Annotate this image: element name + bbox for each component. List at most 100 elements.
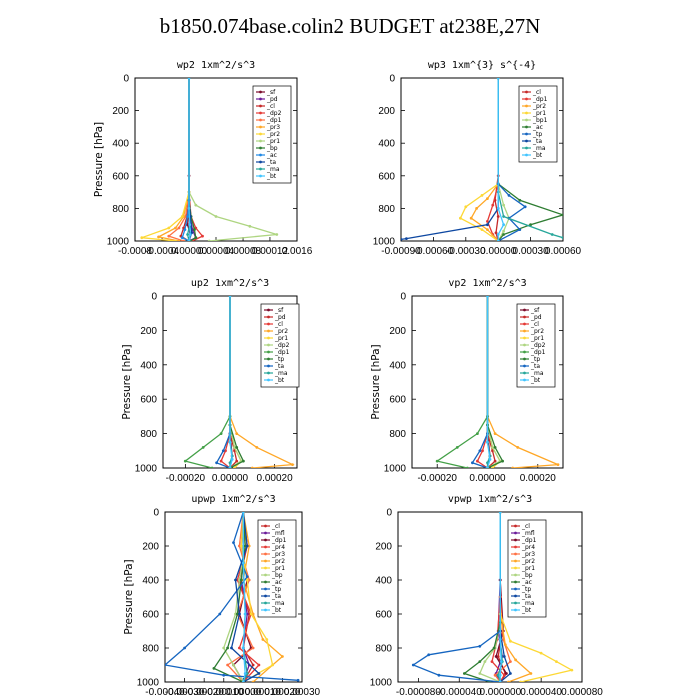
chart-panel-1: wp2 1xm^2/s^3 0 200 400 600 800 1000-0.0008-0.… xyxy=(93,60,313,257)
data-point_pr1 xyxy=(491,466,494,468)
y-tick-label: 1000 xyxy=(137,678,160,689)
legend-label: _pr1 xyxy=(530,335,544,342)
data-point_bt xyxy=(498,673,502,677)
legend-label: _ac xyxy=(266,152,277,159)
y-tick-label: 400 xyxy=(140,360,157,371)
x-tick-label: 0.00004 xyxy=(198,246,235,257)
data-point_tp xyxy=(427,653,431,657)
data-point_tp xyxy=(501,459,504,463)
data-point_ma xyxy=(502,215,505,218)
legend-marker xyxy=(264,524,267,528)
chart-title: vpwp 1xm^2/s^3 xyxy=(448,494,532,505)
legend-label: _cl xyxy=(521,523,530,530)
data-point_bp xyxy=(483,660,487,663)
data-point_pr2 xyxy=(511,466,515,468)
data-point_pr2 xyxy=(507,680,510,682)
legend-marker xyxy=(525,125,528,129)
legend-label: _pr4 xyxy=(271,544,285,551)
y-tick-label: 400 xyxy=(112,139,129,150)
data-point_pr2 xyxy=(235,432,239,435)
data-point_dp1 xyxy=(177,226,181,230)
data-point_ac xyxy=(183,228,187,232)
legend-label: _ta xyxy=(530,363,540,370)
data-point_dp1 xyxy=(505,672,508,675)
x-tick-label: 0.000000 xyxy=(479,687,521,698)
data-point_dp2 xyxy=(233,446,236,449)
legend-label: _ac xyxy=(532,124,543,131)
legend-label: _dp1 xyxy=(532,96,548,103)
x-tick-label: -0.0004 xyxy=(145,246,179,257)
data-point_pr2 xyxy=(529,672,533,675)
legend-marker xyxy=(525,153,528,157)
legend-label: _ma xyxy=(274,370,288,377)
data-point_bp xyxy=(222,646,226,650)
x-tick-label: 0.00020 xyxy=(264,687,301,698)
data-point_bt xyxy=(486,440,489,444)
legend-marker xyxy=(514,531,517,535)
data-point_dp1 xyxy=(491,203,495,207)
legend-label: _ta xyxy=(271,593,281,600)
data-point_tp xyxy=(183,646,187,650)
data-point_tp xyxy=(165,663,167,667)
data-point_ta xyxy=(245,544,249,548)
legend-label: _bp1 xyxy=(532,117,548,124)
data-point_dp1 xyxy=(167,234,171,238)
legend-label: _pd xyxy=(530,314,542,321)
data-point_ac xyxy=(239,578,243,582)
legend-marker xyxy=(523,329,526,333)
series-line_bt xyxy=(486,296,491,468)
legend-marker xyxy=(264,601,267,605)
legend-label: _ta xyxy=(521,593,531,600)
data-point_bt xyxy=(241,646,245,650)
legend-marker xyxy=(259,146,262,150)
data-point_pr3 xyxy=(157,235,161,239)
legend-label: _ma xyxy=(530,370,544,377)
series-group xyxy=(411,512,574,682)
legend-marker xyxy=(264,594,267,598)
data-point_cl xyxy=(224,449,227,453)
legend-marker xyxy=(523,350,526,354)
legend-label: _dp1 xyxy=(530,349,546,356)
legend-marker xyxy=(267,336,270,340)
legend-label: _dp2 xyxy=(266,110,282,117)
data-point_pr2 xyxy=(167,226,171,230)
x-tick-label: -0.00020 xyxy=(166,473,206,484)
legend-marker xyxy=(267,371,270,375)
data-point_bt xyxy=(498,512,502,514)
y-tick-label: 0 xyxy=(153,508,159,519)
x-tick-label: -0.00010 xyxy=(204,687,244,698)
legend-marker xyxy=(523,315,526,319)
x-tick-label: 0.00000 xyxy=(212,473,249,484)
data-point_pr1 xyxy=(539,651,543,655)
data-point_dp1 xyxy=(182,239,185,241)
y-tick-label: 800 xyxy=(112,204,129,215)
x-tick-label: -0.00060 xyxy=(414,246,454,257)
legend-label: _dp2 xyxy=(274,342,290,349)
legend-label: _pr4 xyxy=(521,544,535,551)
data-point_pd xyxy=(235,459,239,463)
data-point_pr3 xyxy=(247,578,251,582)
legend-label: _bt xyxy=(532,152,543,159)
x-tick-label: 0.00000 xyxy=(469,473,506,484)
y-tick-label: 600 xyxy=(389,395,406,406)
legend-marker xyxy=(514,587,517,591)
legend-marker xyxy=(264,531,267,535)
data-point_cl xyxy=(496,215,500,218)
legend-marker xyxy=(514,559,517,563)
legend-label: _cl xyxy=(274,321,283,328)
data-point_pr1 xyxy=(459,216,462,220)
data-point_pd xyxy=(493,459,497,463)
legend-label: _pr2 xyxy=(530,328,544,335)
series-line_bt xyxy=(229,296,233,468)
data-point_pr1 xyxy=(249,612,253,616)
x-tick-label: 0.00030 xyxy=(284,687,321,698)
chart-title: vp2 1xm^2/s^3 xyxy=(448,278,526,289)
legend-label: _dp1 xyxy=(271,537,287,544)
legend-label: _ma xyxy=(271,600,285,607)
data-point_ac xyxy=(463,672,466,675)
legend-label: _mfl xyxy=(521,530,535,537)
legend-marker xyxy=(514,538,517,542)
data-point_ac xyxy=(180,236,184,240)
series-line_tp xyxy=(411,512,501,682)
legend-label: _bt xyxy=(274,377,285,384)
